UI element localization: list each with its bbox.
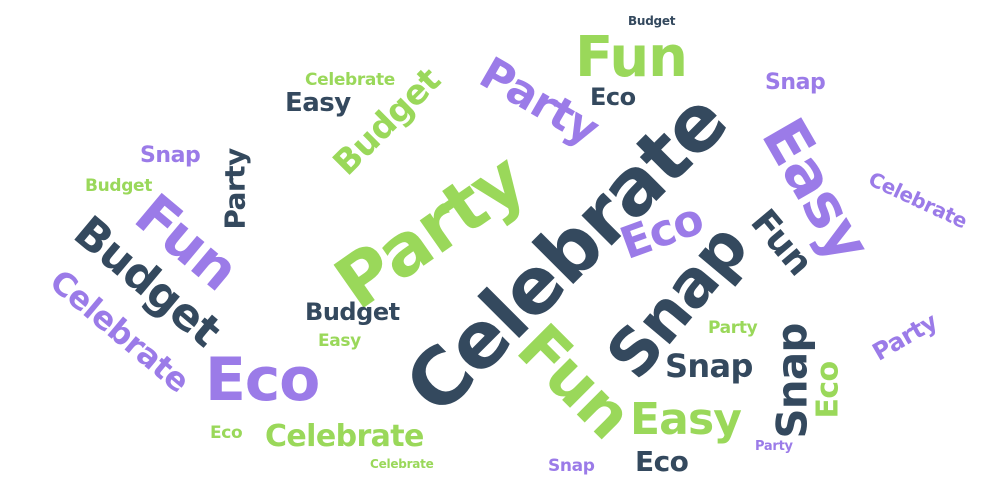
word-party-right: Party bbox=[867, 307, 943, 367]
word-snap-right2: Snap bbox=[767, 323, 817, 439]
word-snap-bottom: Snap bbox=[548, 456, 595, 476]
word-easy-small: Easy bbox=[318, 331, 361, 351]
word-celebrate-bottom: Celebrate bbox=[265, 419, 424, 454]
word-eco-right: Eco bbox=[810, 361, 846, 419]
word-budget-small: Budget bbox=[85, 176, 153, 196]
word-celebrate-top: Celebrate bbox=[305, 70, 395, 90]
word-easy-bottom: Easy bbox=[630, 394, 742, 445]
word-snap-left: Snap bbox=[140, 143, 201, 168]
word-budget-tiny: Budget bbox=[628, 14, 676, 28]
word-party-tiny: Party bbox=[755, 439, 793, 454]
word-eco-main: Eco bbox=[205, 345, 320, 415]
word-easy-top: Easy bbox=[285, 88, 351, 118]
word-celebrate-right: Celebrate bbox=[864, 166, 971, 234]
word-eco-small: Eco bbox=[210, 423, 243, 443]
word-eco-bottom: Eco bbox=[635, 445, 689, 478]
word-celebrate-tiny: Celebrate bbox=[370, 457, 434, 471]
word-eco-top: Eco bbox=[590, 83, 636, 111]
word-budget-left: Budget bbox=[305, 298, 400, 326]
word-snap-right: Snap bbox=[665, 347, 753, 385]
word-snap-small: Snap bbox=[765, 70, 826, 95]
word-party-left: Party bbox=[218, 148, 252, 230]
word-party-small: Party bbox=[708, 318, 758, 338]
word-fun-top: Fun bbox=[575, 25, 688, 90]
